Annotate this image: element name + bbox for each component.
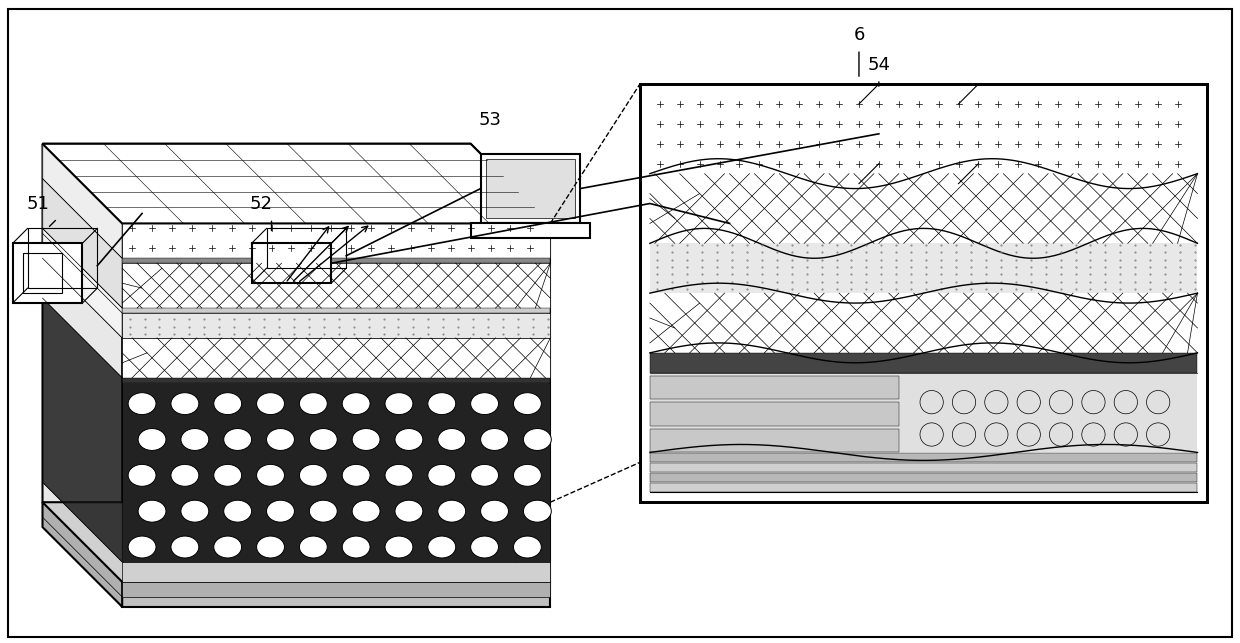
- Ellipse shape: [309, 428, 337, 451]
- Bar: [123, 223, 551, 258]
- Polygon shape: [42, 144, 551, 223]
- Ellipse shape: [428, 393, 456, 415]
- Ellipse shape: [342, 536, 370, 558]
- Ellipse shape: [438, 428, 466, 451]
- Bar: [481, 154, 580, 223]
- Ellipse shape: [352, 428, 379, 451]
- Polygon shape: [42, 502, 123, 607]
- Ellipse shape: [223, 428, 252, 451]
- Polygon shape: [42, 502, 551, 607]
- Polygon shape: [123, 582, 551, 607]
- Ellipse shape: [384, 536, 413, 558]
- Polygon shape: [42, 144, 123, 582]
- Ellipse shape: [471, 536, 498, 558]
- Bar: [123, 582, 551, 597]
- Text: 51: 51: [26, 195, 48, 213]
- Polygon shape: [42, 144, 123, 258]
- Bar: [123, 562, 551, 582]
- Ellipse shape: [309, 500, 337, 522]
- Ellipse shape: [213, 393, 242, 415]
- Ellipse shape: [138, 500, 166, 522]
- Ellipse shape: [181, 500, 208, 522]
- Bar: [22, 253, 62, 293]
- Ellipse shape: [342, 464, 370, 486]
- Polygon shape: [42, 144, 551, 223]
- Ellipse shape: [513, 393, 542, 415]
- Ellipse shape: [128, 393, 156, 415]
- Ellipse shape: [267, 500, 294, 522]
- Bar: [123, 258, 551, 263]
- Ellipse shape: [171, 464, 198, 486]
- Ellipse shape: [181, 428, 208, 451]
- Ellipse shape: [428, 536, 456, 558]
- Text: 53: 53: [479, 111, 502, 129]
- Ellipse shape: [342, 393, 370, 415]
- Bar: [640, 84, 1208, 502]
- Bar: [486, 159, 575, 219]
- Bar: [471, 223, 590, 239]
- Bar: [650, 353, 1198, 373]
- Text: 6: 6: [853, 26, 864, 44]
- Ellipse shape: [213, 464, 242, 486]
- Polygon shape: [42, 228, 123, 338]
- Ellipse shape: [471, 393, 498, 415]
- Bar: [123, 308, 551, 313]
- Bar: [650, 453, 1198, 462]
- Bar: [123, 313, 551, 338]
- Bar: [640, 84, 1208, 502]
- Bar: [650, 464, 1198, 473]
- Polygon shape: [42, 179, 123, 308]
- Ellipse shape: [513, 464, 542, 486]
- Ellipse shape: [384, 464, 413, 486]
- Ellipse shape: [171, 536, 198, 558]
- Ellipse shape: [396, 428, 423, 451]
- Ellipse shape: [299, 536, 327, 558]
- Ellipse shape: [171, 393, 198, 415]
- Bar: [123, 383, 551, 562]
- Bar: [650, 94, 1198, 174]
- Ellipse shape: [396, 500, 423, 522]
- Ellipse shape: [257, 536, 284, 558]
- Bar: [12, 243, 82, 303]
- Ellipse shape: [213, 536, 242, 558]
- Ellipse shape: [352, 500, 379, 522]
- Bar: [650, 429, 899, 453]
- Text: 54: 54: [867, 56, 890, 74]
- Bar: [859, 104, 959, 184]
- Ellipse shape: [128, 536, 156, 558]
- Ellipse shape: [481, 428, 508, 451]
- Ellipse shape: [138, 428, 166, 451]
- Bar: [650, 403, 899, 426]
- Ellipse shape: [523, 428, 552, 451]
- Ellipse shape: [223, 500, 252, 522]
- Ellipse shape: [299, 393, 327, 415]
- Ellipse shape: [438, 500, 466, 522]
- Ellipse shape: [523, 500, 552, 522]
- Ellipse shape: [299, 464, 327, 486]
- Text: 52: 52: [250, 195, 273, 213]
- Ellipse shape: [481, 500, 508, 522]
- Bar: [650, 484, 1198, 493]
- Ellipse shape: [513, 536, 542, 558]
- Bar: [650, 243, 1198, 293]
- Ellipse shape: [257, 393, 284, 415]
- Bar: [123, 377, 551, 383]
- Bar: [650, 473, 1198, 482]
- Ellipse shape: [384, 393, 413, 415]
- Ellipse shape: [257, 464, 284, 486]
- Bar: [123, 263, 551, 308]
- Ellipse shape: [128, 464, 156, 486]
- Bar: [252, 243, 331, 283]
- Bar: [650, 376, 899, 399]
- Ellipse shape: [471, 464, 498, 486]
- Polygon shape: [42, 298, 123, 562]
- Ellipse shape: [267, 428, 294, 451]
- Bar: [650, 293, 1198, 353]
- Bar: [650, 373, 1198, 453]
- Bar: [123, 338, 551, 377]
- Ellipse shape: [428, 464, 456, 486]
- Bar: [650, 174, 1198, 243]
